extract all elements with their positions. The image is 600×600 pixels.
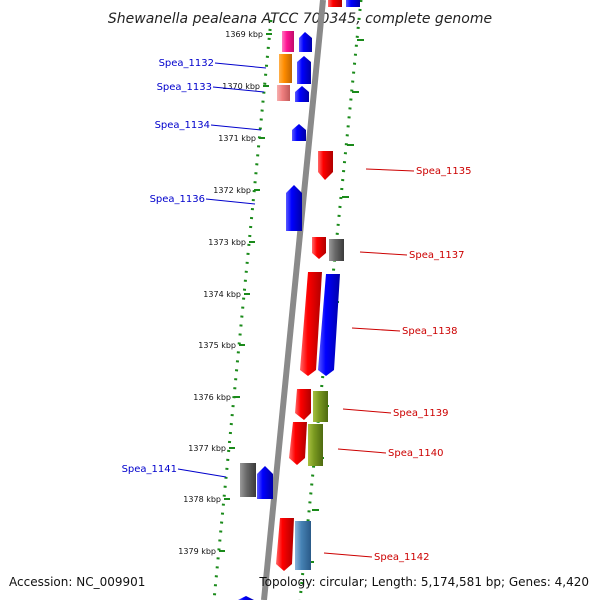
scale-ticks: [219, 33, 272, 552]
scale-label: 1377 kbp: [188, 444, 226, 453]
label-leader: [177, 468, 227, 478]
gene-features: [238, 31, 312, 600]
label-leader: [323, 552, 373, 558]
gene-feature[interactable]: [292, 124, 306, 141]
gene-feature[interactable]: [308, 424, 323, 466]
scale-label: 1371 kbp: [218, 134, 256, 143]
gene-feature[interactable]: [313, 391, 328, 422]
genome-backbone: [261, 0, 326, 600]
scale-label: 1374 kbp: [203, 290, 241, 299]
gene-label[interactable]: Spea_1140: [388, 448, 443, 459]
outer-ruler: [298, 0, 363, 600]
gene-feature[interactable]: [277, 85, 290, 101]
label-leader: [337, 448, 387, 454]
label-leader: [214, 62, 267, 69]
map-title: Shewanella pealeana ATCC 700345, complet…: [108, 11, 492, 27]
gene-feature[interactable]: [295, 86, 309, 102]
gene-feature[interactable]: [329, 239, 344, 261]
gene-feature[interactable]: [318, 151, 333, 180]
label-leader: [212, 86, 265, 93]
gene-feature[interactable]: [300, 272, 322, 376]
gene-feature[interactable]: [297, 56, 311, 84]
gene-feature[interactable]: [238, 596, 254, 600]
label-leader: [205, 198, 256, 205]
gene-feature[interactable]: [279, 54, 292, 83]
label-leader: [359, 251, 408, 256]
gene-feature[interactable]: [240, 463, 256, 497]
scale-label: 1379 kbp: [178, 547, 216, 556]
gene-feature[interactable]: [276, 518, 294, 571]
scale-label: 1370 kbp: [222, 82, 260, 91]
scale-label: 1369 kbp: [225, 30, 263, 39]
label-leader: [351, 327, 401, 332]
gene-label[interactable]: Spea_1134: [155, 120, 210, 131]
gene-label[interactable]: Spea_1142: [374, 552, 429, 563]
gene-label[interactable]: Spea_1139: [393, 408, 448, 419]
gene-label[interactable]: Spea_1138: [402, 326, 457, 337]
scale-label: 1378 kbp: [183, 495, 221, 504]
gene-label[interactable]: Spea_1135: [416, 166, 471, 177]
gene-feature[interactable]: [328, 0, 342, 7]
inner-ruler: [212, 19, 273, 600]
gene-feature[interactable]: [257, 466, 273, 499]
scale-label: 1373 kbp: [208, 238, 246, 247]
gene-feature[interactable]: [282, 31, 294, 52]
gene-label[interactable]: Spea_1132: [159, 58, 214, 69]
forward-labels: Spea_1132 Spea_1133 Spea_1134 Spea_1136 …: [122, 58, 267, 478]
scale-label: 1372 kbp: [213, 186, 251, 195]
scale-label: 1375 kbp: [198, 341, 236, 350]
scale-labels: 1369 kbp 1370 kbp 1371 kbp 1372 kbp 1373…: [178, 30, 263, 556]
gene-feature[interactable]: [346, 0, 360, 7]
gene-feature[interactable]: [299, 32, 312, 52]
gene-feature[interactable]: [289, 422, 307, 465]
label-leader: [365, 168, 415, 172]
gene-label[interactable]: Spea_1141: [122, 464, 177, 475]
gene-label[interactable]: Spea_1133: [157, 82, 212, 93]
gene-feature[interactable]: [312, 237, 326, 259]
reverse-labels: Spea_1135 Spea_1137 Spea_1138 Spea_1139 …: [323, 166, 471, 563]
gene-feature[interactable]: [295, 389, 311, 420]
label-leader: [342, 408, 392, 414]
label-leader: [210, 124, 262, 131]
gene-label[interactable]: Spea_1137: [409, 250, 464, 261]
gene-features-outer: [276, 0, 360, 571]
genome-summary-text: Topology: circular; Length: 5,174,581 bp…: [258, 575, 589, 589]
scale-label: 1376 kbp: [193, 393, 231, 402]
gene-feature[interactable]: [295, 521, 311, 570]
gene-feature[interactable]: [286, 185, 302, 231]
gene-label[interactable]: Spea_1136: [150, 194, 205, 205]
gene-feature[interactable]: [318, 274, 340, 376]
accession-text: Accession: NC_009901: [9, 575, 145, 589]
